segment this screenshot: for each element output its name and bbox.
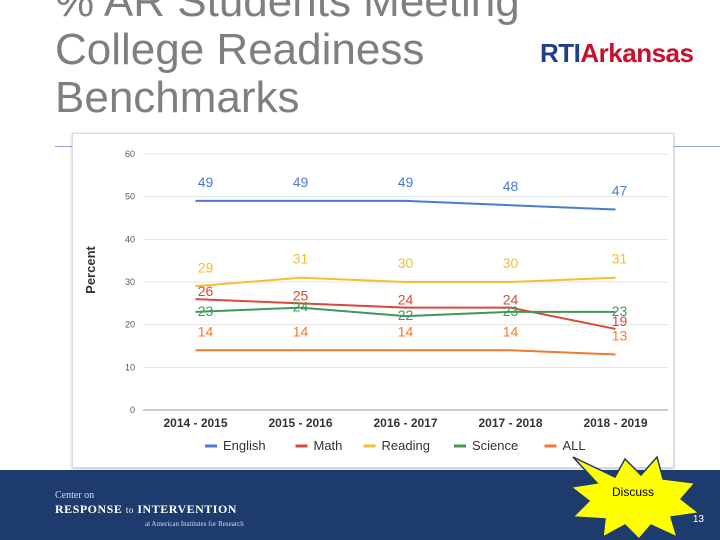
data-label-all: 14 [198, 323, 214, 339]
y-tick-label: 40 [125, 234, 135, 244]
y-tick-label: 50 [125, 192, 135, 202]
legend-label-reading: Reading [382, 438, 430, 453]
y-axis-label: Percent [83, 245, 98, 293]
series-line-english [195, 199, 616, 211]
series-line-science [195, 306, 616, 318]
data-label-math: 24 [503, 292, 519, 308]
data-label-science: 23 [198, 303, 214, 319]
brand-to: to [125, 505, 134, 515]
data-label-all: 14 [503, 323, 519, 339]
page-number: 13 [692, 514, 704, 525]
starburst-shape [569, 455, 701, 540]
data-label-math: 19 [612, 313, 628, 329]
data-label-english: 47 [612, 182, 628, 198]
x-tick-label: 2015 - 2016 [268, 416, 332, 430]
discuss-label: Discuss [612, 485, 654, 499]
series-line-math [195, 298, 616, 330]
line-chart-panel: 0 10 20 30 40 50 60 Percent 2014 - 2015 2015 - … [72, 133, 674, 468]
data-label-science: 23 [503, 303, 519, 319]
data-label-english: 49 [398, 174, 414, 190]
y-tick-label: 60 [125, 149, 135, 159]
brand-intervention: INTERVENTION [137, 502, 237, 516]
y-tick-label: 30 [125, 277, 135, 287]
x-tick-label: 2014 - 2015 [163, 416, 227, 430]
line-chart: 0 10 20 30 40 50 60 Percent 2014 - 2015 2015 - … [83, 149, 668, 453]
title-line-2: College Readiness [55, 25, 425, 74]
legend-label-science: Science [472, 438, 518, 453]
title-line-1: % AR Students Meeting [55, 0, 520, 26]
x-tick-label: 2017 - 2018 [478, 416, 542, 430]
data-label-math: 26 [198, 283, 214, 299]
data-label-all: 13 [612, 328, 628, 344]
data-label-all: 14 [398, 323, 414, 339]
logo-rti-text: RTI [540, 38, 581, 68]
data-label-reading: 30 [398, 255, 414, 271]
brand-line-1: Center on [55, 490, 95, 501]
x-tick-label: 2018 - 2019 [583, 416, 647, 430]
data-label-english: 49 [293, 174, 309, 190]
data-label-reading: 31 [293, 251, 309, 267]
slide-title: % AR Students Meeting College Readiness … [55, 0, 520, 122]
legend-label-math: Math [314, 438, 343, 453]
data-label-math: 25 [293, 287, 309, 303]
data-label-english: 48 [503, 178, 519, 194]
series-line-all [195, 349, 616, 356]
data-label-math: 24 [398, 292, 414, 308]
legend-label-all: ALL [563, 438, 586, 453]
series-line-reading [195, 276, 616, 288]
x-tick-label: 2016 - 2017 [373, 416, 437, 430]
discuss-starburst[interactable]: Discuss [563, 455, 703, 540]
y-tick-label: 20 [125, 320, 135, 330]
data-label-reading: 30 [503, 255, 519, 271]
y-tick-label: 0 [130, 405, 135, 415]
data-label-all: 14 [293, 323, 309, 339]
data-label-english: 49 [198, 174, 214, 190]
rti-arkansas-logo: RTIArkansas [540, 38, 694, 69]
data-label-science: 23 [612, 303, 628, 319]
brand-line-3: at American Institutes for Research [145, 520, 244, 528]
data-label-reading: 29 [198, 259, 214, 275]
data-label-science: 22 [398, 307, 414, 323]
data-label-reading: 31 [612, 251, 628, 267]
data-label-science: 24 [293, 299, 309, 315]
logo-arkansas-text: Arkansas [580, 38, 694, 68]
center-on-rti-logo: Center on RESPONSE to INTERVENTION at Am… [55, 490, 244, 528]
y-tick-label: 10 [125, 362, 135, 372]
title-line-3: Benchmarks [55, 73, 300, 122]
legend-label-english: English [223, 438, 266, 453]
brand-response: RESPONSE [55, 502, 123, 516]
brand-line-2: RESPONSE to INTERVENTION [55, 502, 244, 517]
